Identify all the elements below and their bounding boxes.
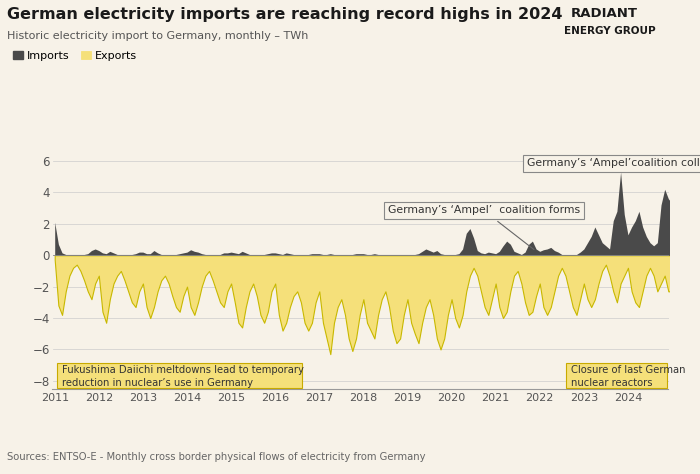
FancyBboxPatch shape (566, 363, 666, 388)
Text: ENERGY GROUP: ENERGY GROUP (564, 26, 655, 36)
Text: German electricity imports are reaching record highs in 2024: German electricity imports are reaching … (7, 7, 563, 22)
Text: Germany’s ‘Ampel’coalition collapses: Germany’s ‘Ampel’coalition collapses (526, 158, 700, 169)
Text: Historic electricity import to Germany, monthly – TWh: Historic electricity import to Germany, … (7, 31, 309, 41)
Text: Sources: ENTSO-E - Monthly cross border physical flows of electricity from Germa: Sources: ENTSO-E - Monthly cross border … (7, 452, 426, 462)
FancyBboxPatch shape (57, 363, 302, 388)
Text: Closure of last German
nuclear reactors: Closure of last German nuclear reactors (570, 365, 685, 388)
Text: Germany’s ‘Ampel’  coalition forms: Germany’s ‘Ampel’ coalition forms (388, 206, 580, 250)
Text: Fukushima Daiichi meltdowns lead to temporary
reduction in nuclear’s use in Germ: Fukushima Daiichi meltdowns lead to temp… (62, 365, 304, 388)
Legend: Imports, Exports: Imports, Exports (13, 51, 137, 61)
Text: RADIANT: RADIANT (570, 7, 638, 20)
